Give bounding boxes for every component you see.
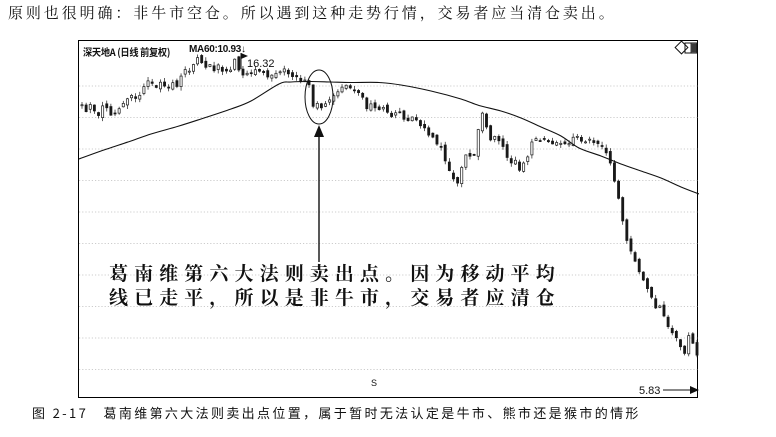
svg-text:16.32: 16.32 xyxy=(247,58,275,70)
svg-text:5.83: 5.83 xyxy=(639,385,660,397)
svg-text:S: S xyxy=(371,378,377,388)
